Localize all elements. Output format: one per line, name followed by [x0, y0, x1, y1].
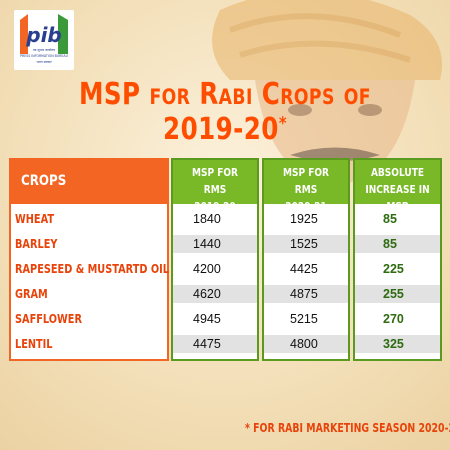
msp-2019-value: 4200 — [193, 262, 221, 276]
increase-value: 225 — [383, 262, 404, 276]
crop-name: GRAM — [15, 286, 48, 301]
msp-2019-value: 4620 — [193, 287, 221, 301]
msp-2020-header-text: MSP FOR RMS 2020-21 — [272, 164, 341, 215]
msp-2020-header-line-1: MSP FOR RMS — [282, 166, 329, 196]
title-asterisk: * — [278, 113, 287, 134]
increase-value: 85 — [383, 212, 397, 226]
msp-2020-value: 1525 — [290, 237, 318, 251]
row-shade — [264, 235, 348, 253]
msp-2019-column: MSP FOR RMS 2019-20 1840 1440 4200 4620 … — [171, 158, 259, 361]
crop-name: LENTIL — [15, 336, 53, 351]
footnote: * FOR RABI MARKETING SEASON 2020-21 — [245, 421, 450, 435]
msp-2019-header-line-1: MSP FOR RMS — [191, 166, 238, 196]
logo-english-line: PRESS INFORMATION BUREAU — [20, 54, 68, 58]
page-title-line-1: MSP for Rabi Crops of — [79, 77, 371, 112]
crop-name: RAPESEED & MUSTARTD OIL — [15, 261, 170, 276]
msp-2019-header-text: MSP FOR RMS 2019-20 — [181, 164, 250, 215]
msp-2020-header: MSP FOR RMS 2020-21 — [264, 160, 348, 213]
row-shade — [264, 285, 348, 303]
crops-header-label: CROPS — [21, 173, 67, 189]
crop-name: BARLEY — [15, 236, 58, 251]
msp-2020-header-line-2: 2020-21 — [285, 200, 327, 213]
row-shade — [173, 335, 257, 353]
row-shade — [264, 335, 348, 353]
msp-2019-value: 4475 — [193, 337, 221, 351]
msp-2019-value: 1440 — [193, 237, 221, 251]
msp-2020-value: 4800 — [290, 337, 318, 351]
svg-text:pib: pib — [25, 23, 62, 47]
crop-name: WHEAT — [15, 211, 55, 226]
increase-column: ABSOLUTE INCREASE IN MSP 85 85 225 255 2… — [353, 158, 442, 361]
logo-hindi-line: पत्र सूचना कार्यालय — [32, 48, 56, 52]
crops-column: CROPS WHEAT BARLEY RAPESEED & MUSTARTD O… — [9, 158, 169, 361]
msp-2020-value: 1925 — [290, 212, 318, 226]
msp-2019-header-line-2: 2019-20 — [194, 200, 236, 213]
increase-header-text: ABSOLUTE INCREASE IN MSP — [363, 164, 433, 215]
logo-govt-line: भारत सरकार — [36, 60, 52, 64]
msp-2020-value: 4875 — [290, 287, 318, 301]
pib-emblem-icon: pib — [20, 14, 68, 54]
row-shade — [355, 235, 440, 253]
increase-header-line-2: INCREASE IN MSP — [365, 183, 430, 213]
page-title-line-2: 2019-20* — [41, 115, 410, 145]
pib-logo: pib पत्र सूचना कार्यालय PRESS INFORMATIO… — [14, 10, 74, 70]
msp-table: CROPS WHEAT BARLEY RAPESEED & MUSTARTD O… — [9, 158, 442, 361]
increase-value: 270 — [383, 312, 404, 326]
increase-value: 85 — [383, 237, 397, 251]
crops-header: CROPS — [11, 160, 167, 204]
msp-2020-column: MSP FOR RMS 2020-21 1925 1525 4425 4875 … — [262, 158, 350, 361]
row-shade — [355, 335, 440, 353]
crop-name: SAFFLOWER — [15, 311, 82, 326]
increase-header: ABSOLUTE INCREASE IN MSP — [355, 160, 440, 213]
msp-2020-value: 4425 — [290, 262, 318, 276]
row-shade — [173, 235, 257, 253]
msp-2020-value: 5215 — [290, 312, 318, 326]
increase-value: 255 — [383, 287, 404, 301]
msp-2019-value: 1840 — [193, 212, 221, 226]
msp-2019-value: 4945 — [193, 312, 221, 326]
title-year: 2019-20 — [163, 112, 279, 147]
increase-header-line-1: ABSOLUTE — [370, 166, 425, 179]
row-shade — [355, 285, 440, 303]
msp-2019-header: MSP FOR RMS 2019-20 — [173, 160, 257, 213]
increase-value: 325 — [383, 337, 404, 351]
row-shade — [173, 285, 257, 303]
